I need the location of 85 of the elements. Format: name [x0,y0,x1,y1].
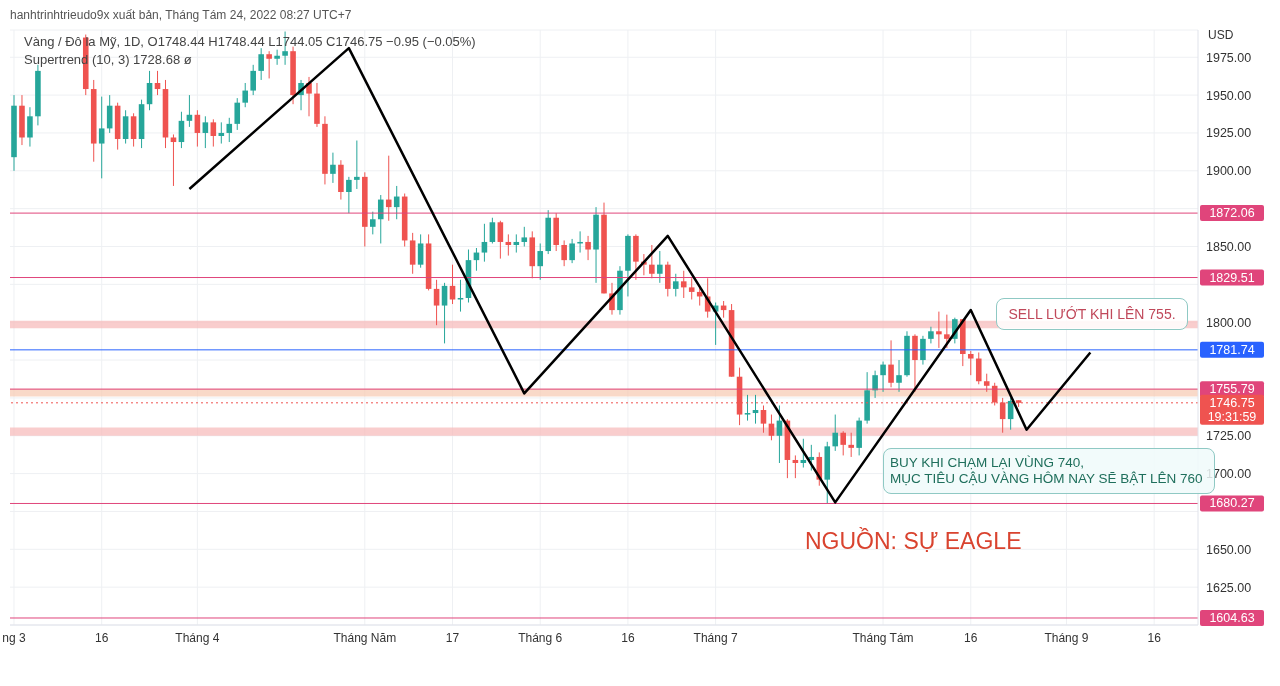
annotation: SELL LƯỚT KHI LÊN 755. [996,298,1188,330]
candlestick [896,359,902,393]
candlestick [967,350,974,376]
x-tick-label: 16 [621,630,635,645]
x-tick-label: Tháng Tám [852,630,914,645]
x-tick-label: Tháng 4 [175,630,220,645]
candlestick [832,414,839,452]
candlestick [872,370,878,399]
candlestick [585,235,591,261]
y-tick-label: 1725.00 [1206,429,1252,444]
candlestick [98,96,105,179]
ref-line-label: 1680.27 [1209,496,1255,511]
x-tick-label: Tháng 6 [518,630,563,645]
annotation: BUY KHI CHẠM LẠI VÙNG 740, MỤC TIÊU CẬU VÀNG HÔM NAY SẼ BẬT LÊN 760 [890,455,1203,486]
ref-line-label: 1781.74 [1209,342,1255,357]
candlestick [569,238,575,264]
ref-line-label: 1829.51 [1209,270,1255,285]
ref-line-label: 1604.63 [1209,610,1255,625]
candlestick [760,404,767,434]
candlestick [936,311,942,349]
candlestick [130,112,137,148]
candlestick [433,279,440,326]
candlestick [521,226,528,247]
candlestick [417,233,424,269]
annotation: NGUỒN: SỰ EAGLE [805,528,1022,555]
candlestick [744,394,751,422]
candlestick [441,282,448,344]
candlestick [920,335,926,366]
candlestick [561,239,567,267]
candlestick [537,242,544,281]
candlestick [258,47,264,81]
candlestick [393,185,400,220]
x-tick-label: Tháng Năm [333,630,397,645]
y-tick-label: 1625.00 [1206,580,1252,595]
candlestick [234,97,241,131]
y-tick-label: 1900.00 [1206,164,1252,179]
candlestick [202,115,209,149]
y-tick-label: 1800.00 [1206,315,1252,330]
x-tick-label: Tháng 7 [693,630,738,645]
candlestick [385,155,392,222]
x-tick-label: Tháng 9 [1044,630,1089,645]
candlestick [489,217,496,244]
x-tick-label: ng 3 [2,630,26,645]
candlestick [27,106,33,148]
y-tick-label: 1975.00 [1206,50,1252,65]
candlestick [880,361,886,393]
y-tick-label: 1950.00 [1206,88,1252,103]
candlestick [226,117,233,143]
candlestick [170,133,177,187]
candlestick [481,223,488,263]
candlestick [657,250,663,284]
ref-line-label: 1755.79 [1209,382,1255,397]
candlestick [330,152,336,184]
candlestick [944,314,950,349]
y-tick-label: 1925.00 [1206,126,1252,141]
x-tick-label: 16 [964,630,978,645]
candlestick [497,220,504,260]
candlestick [274,49,280,66]
candlestick [346,176,352,214]
candlestick [848,432,854,458]
candlestick [688,277,695,300]
candlestick [888,339,894,388]
text: hanhtrinhtrieudo9x xuất bản, Tháng Tám 24, 2022 08:27 UTC+7 [10,8,352,22]
candlestick [975,351,982,385]
candlestick [672,273,679,297]
candlestick [983,373,990,393]
candlestick [250,64,256,96]
ref-line-label: 1872.06 [1209,206,1255,221]
y-tick-label: 1650.00 [1206,542,1252,557]
y-tick-label: 1850.00 [1206,239,1252,254]
candlestick [680,270,687,299]
candlestick [122,109,129,145]
candlestick [649,244,655,279]
candlestick [840,430,846,456]
candlestick [377,194,384,244]
x-tick-label: 16 [1147,630,1162,645]
ref-line-label: 1746.75 19:31:59 [1207,395,1257,424]
candlestick [210,118,217,148]
candlestick [354,140,360,190]
candlestick [928,326,934,344]
x-tick-label: 16 [95,630,109,645]
x-tick-label: 17 [445,630,460,645]
candlestick [266,50,272,79]
candlestick [242,82,249,108]
y-axis-title: USD [1208,28,1234,42]
